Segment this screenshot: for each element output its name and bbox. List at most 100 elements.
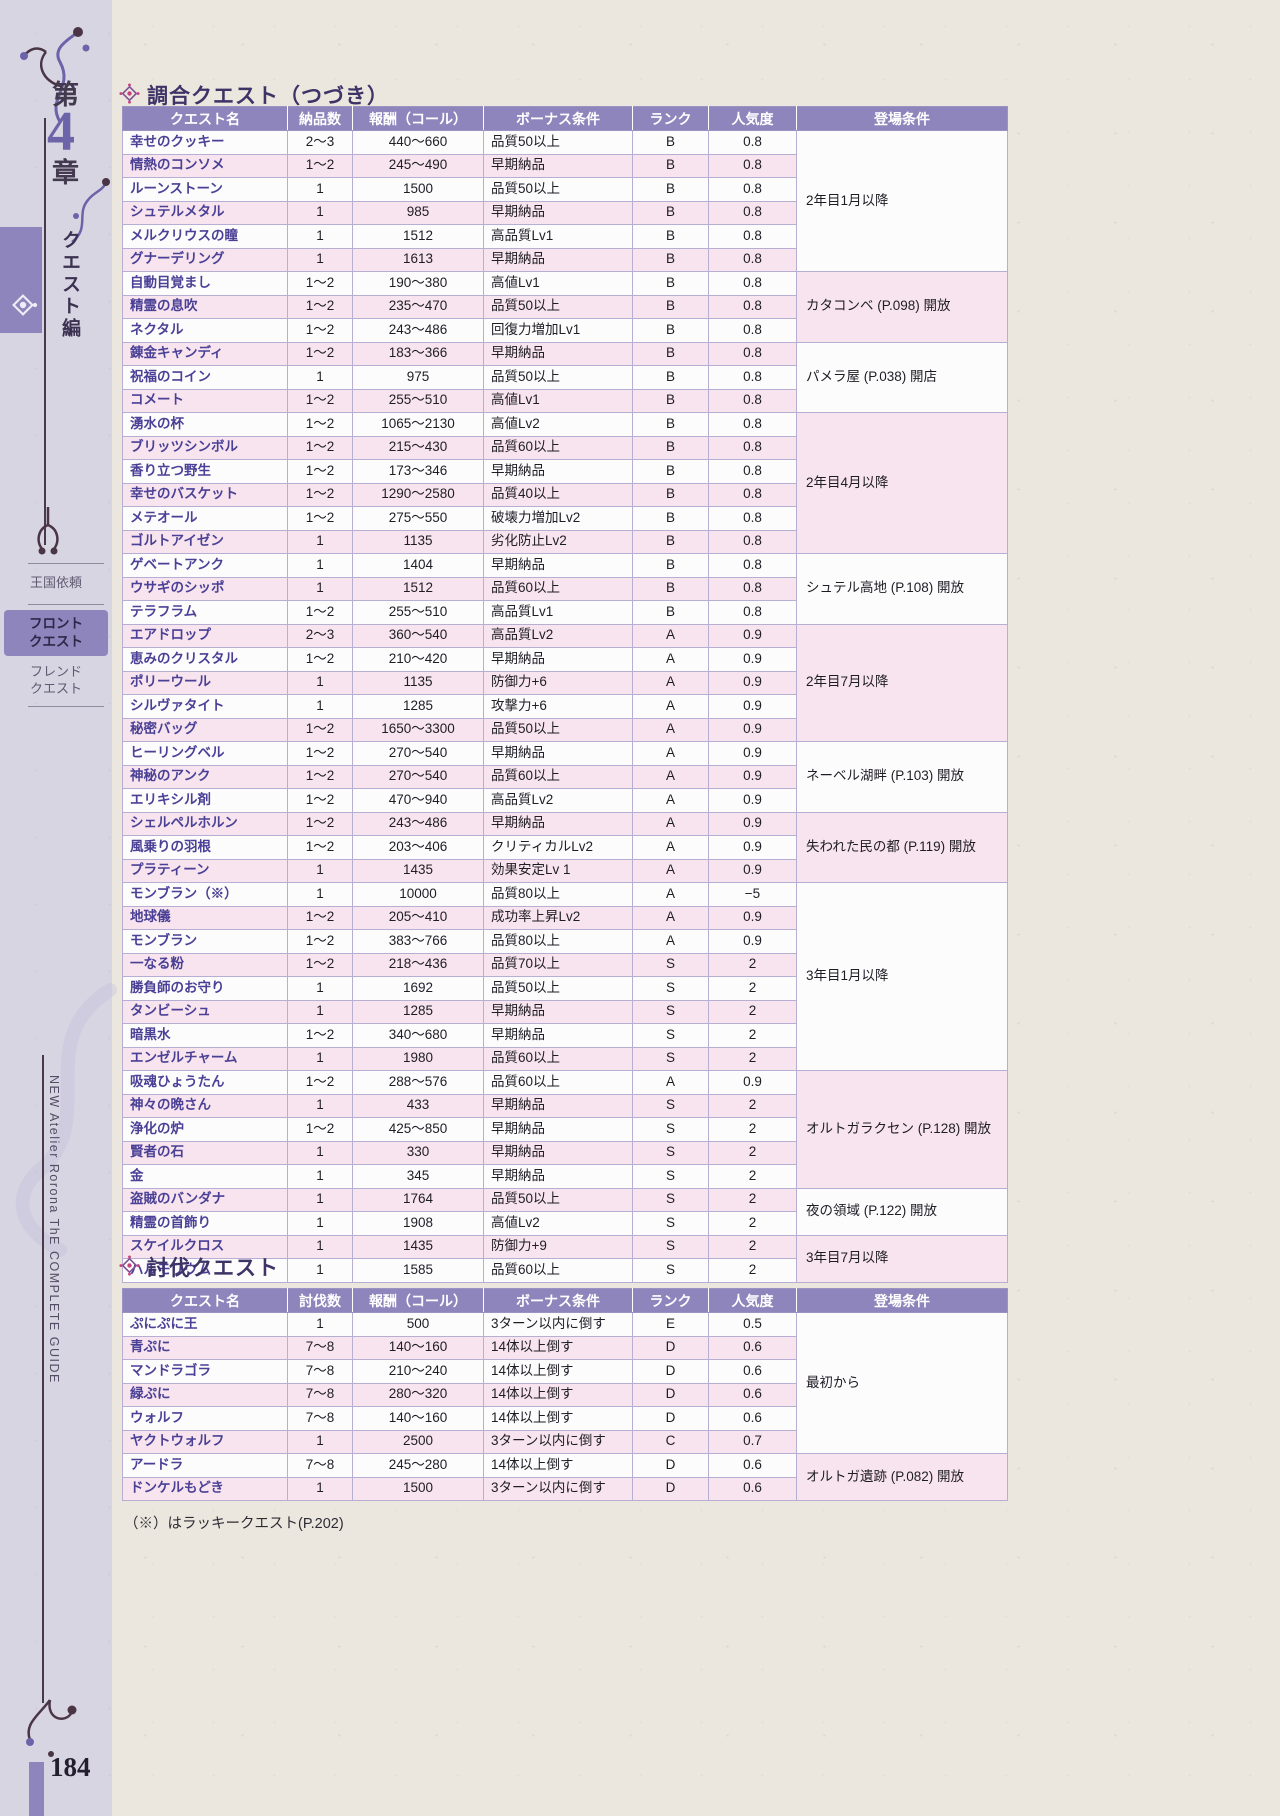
bonus-condition: 高品質Lv2 bbox=[483, 788, 633, 813]
rank: S bbox=[632, 1187, 709, 1212]
quest-row: ゴルトアイゼン 1 1135 劣化防止Lv2 B 0.8 bbox=[122, 529, 1008, 554]
quantity: 1 bbox=[287, 224, 353, 249]
rank: A bbox=[632, 811, 709, 836]
appearance-condition: シュテル高地 (P.108) 開放 bbox=[796, 553, 1008, 625]
quantity: 1 bbox=[287, 694, 353, 719]
reward: 210〜240 bbox=[352, 1359, 484, 1384]
quest-name: メルクリウスの瞳 bbox=[122, 224, 288, 249]
popularity: 0.9 bbox=[708, 717, 797, 742]
bonus-condition: 早期納品 bbox=[483, 1023, 633, 1048]
quest-name: 幸せのクッキー bbox=[122, 130, 288, 155]
column-header: ランク bbox=[632, 1288, 709, 1313]
quantity: 2〜3 bbox=[287, 623, 353, 648]
reward: 215〜430 bbox=[352, 435, 484, 460]
quantity: 1 bbox=[287, 976, 353, 1001]
quantity: 1〜2 bbox=[287, 318, 353, 343]
tab-label-line: クエスト bbox=[29, 680, 82, 696]
bonus-condition: 効果安定Lv 1 bbox=[483, 858, 633, 883]
sidebar-tab-friend-quests[interactable]: フレンド クエスト bbox=[0, 664, 112, 698]
rank: B bbox=[632, 177, 709, 202]
appearance-condition: 失われた民の都 (P.119) 開放 bbox=[796, 811, 1008, 883]
quest-name: シュテルメタル bbox=[122, 200, 288, 225]
rank: S bbox=[632, 1234, 709, 1259]
reward: 1500 bbox=[352, 1476, 484, 1501]
bonus-condition: 高値Lv1 bbox=[483, 271, 633, 296]
bonus-condition: 早期納品 bbox=[483, 811, 633, 836]
quantity: 1〜2 bbox=[287, 271, 353, 296]
quantity: 1〜2 bbox=[287, 952, 353, 977]
popularity: 0.8 bbox=[708, 388, 797, 413]
rank: A bbox=[632, 670, 709, 695]
bonus-condition: 品質40以上 bbox=[483, 482, 633, 507]
quest-row: シェルペルホルン 1〜2 243〜486 早期納品 A 0.9 失われた民の都 (P.119… bbox=[122, 811, 1008, 883]
rank: B bbox=[632, 153, 709, 178]
bonus-condition: 品質60以上 bbox=[483, 764, 633, 789]
diamond-icon bbox=[12, 294, 38, 316]
quest-name: ネクタル bbox=[122, 318, 288, 343]
rank: B bbox=[632, 600, 709, 625]
quantity: 1〜2 bbox=[287, 764, 353, 789]
quest-row: アードラ 7〜8 245〜280 14体以上倒す D 0.6 オルトガ遺跡 (P.082) … bbox=[122, 1453, 1008, 1501]
reward: 245〜490 bbox=[352, 153, 484, 178]
popularity: 0.8 bbox=[708, 294, 797, 319]
quest-name: 盗賊のバンダナ bbox=[122, 1187, 288, 1212]
quest-name: 地球儀 bbox=[122, 905, 288, 930]
popularity: 0.8 bbox=[708, 341, 797, 366]
tab-label-line: フレンド bbox=[29, 664, 82, 679]
column-header: 登場条件 bbox=[796, 106, 1008, 131]
bonus-condition: 品質50以上 bbox=[483, 976, 633, 1001]
quantity: 1 bbox=[287, 529, 353, 554]
quest-row: ハルモリウム 1 1585 品質60以上 S 2 bbox=[122, 1258, 1008, 1283]
rank: A bbox=[632, 835, 709, 860]
quest-row: ドンケルもどき 1 1500 3ターン以内に倒す D 0.6 bbox=[122, 1476, 1008, 1501]
quantity: 1 bbox=[287, 1093, 353, 1118]
quest-name: 神々の晩さん bbox=[122, 1093, 288, 1118]
bonus-condition: 品質50以上 bbox=[483, 177, 633, 202]
quest-name: シェルペルホルン bbox=[122, 811, 288, 836]
column-header: クエスト名 bbox=[122, 1288, 288, 1313]
reward: 205〜410 bbox=[352, 905, 484, 930]
popularity: 0.8 bbox=[708, 600, 797, 625]
popularity: 0.9 bbox=[708, 905, 797, 930]
bonus-condition: 早期納品 bbox=[483, 1093, 633, 1118]
popularity: 2 bbox=[708, 1046, 797, 1071]
reward: 1065〜2130 bbox=[352, 412, 484, 437]
bonus-condition: 攻撃力+6 bbox=[483, 694, 633, 719]
reward: 203〜406 bbox=[352, 835, 484, 860]
quest-name: ゲベートアンク bbox=[122, 553, 288, 578]
quantity: 1〜2 bbox=[287, 600, 353, 625]
synthesis-quest-table: クエスト名 納品数 報酬（コール） ボーナス条件 ランク 人気度 登場条件 幸せのクッキー 2… bbox=[122, 106, 1008, 1283]
quest-row: プラティーン 1 1435 効果安定Lv 1 A 0.9 bbox=[122, 858, 1008, 883]
column-header: クエスト名 bbox=[122, 106, 288, 131]
quantity: 1 bbox=[287, 1312, 353, 1337]
appearance-condition: 最初から bbox=[796, 1312, 1008, 1454]
quest-name: 勝負師のお守り bbox=[122, 976, 288, 1001]
bonus-condition: 3ターン以内に倒す bbox=[483, 1312, 633, 1337]
rank: B bbox=[632, 130, 709, 155]
quest-row: 地球儀 1〜2 205〜410 成功率上昇Lv2 A 0.9 bbox=[122, 905, 1008, 930]
rank: D bbox=[632, 1406, 709, 1431]
reward: 1285 bbox=[352, 999, 484, 1024]
quest-row: タンビーシュ 1 1285 早期納品 S 2 bbox=[122, 999, 1008, 1024]
bonus-condition: 早期納品 bbox=[483, 153, 633, 178]
quest-row: ヤクトウォルフ 1 2500 3ターン以内に倒す C 0.7 bbox=[122, 1429, 1008, 1454]
popularity: 0.8 bbox=[708, 365, 797, 390]
quest-name: 風乗りの羽根 bbox=[122, 835, 288, 860]
quest-row: スケイルクロス 1 1435 防御力+9 S 2 3年目7月以降 bbox=[122, 1234, 1008, 1283]
sidebar-tab-kingdom-requests[interactable]: 王国依頼 bbox=[29, 575, 82, 590]
column-header: 報酬（コール） bbox=[352, 1288, 484, 1313]
popularity: 2 bbox=[708, 1234, 797, 1259]
quantity: 1 bbox=[287, 858, 353, 883]
popularity: 0.6 bbox=[708, 1453, 797, 1478]
popularity: 2 bbox=[708, 1140, 797, 1165]
popularity: 0.9 bbox=[708, 811, 797, 836]
bonus-condition: 品質60以上 bbox=[483, 576, 633, 601]
popularity: 2 bbox=[708, 1258, 797, 1283]
rank: A bbox=[632, 764, 709, 789]
quest-name: 香り立つ野生 bbox=[122, 459, 288, 484]
sidebar-tab-front-quests[interactable]: フロント クエスト bbox=[4, 610, 108, 656]
bonus-condition: 14体以上倒す bbox=[483, 1453, 633, 1478]
bonus-condition: 高品質Lv1 bbox=[483, 224, 633, 249]
quantity: 1 bbox=[287, 553, 353, 578]
popularity: −5 bbox=[708, 882, 797, 907]
